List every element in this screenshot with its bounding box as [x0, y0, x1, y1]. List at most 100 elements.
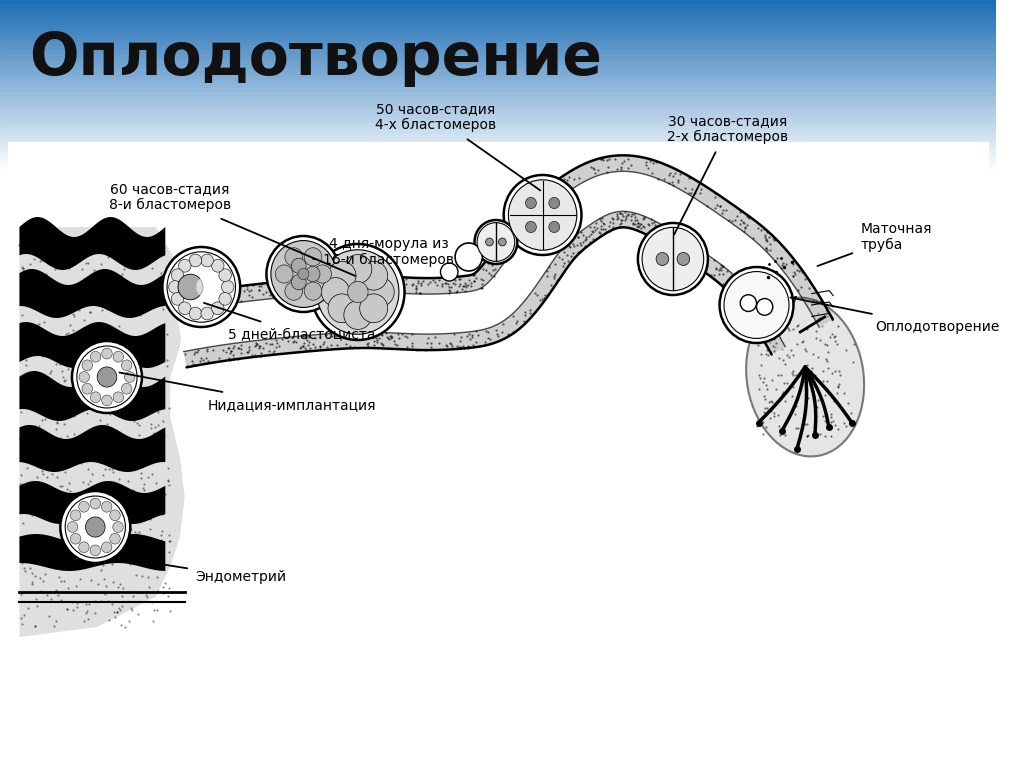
Bar — [0, 245, 995, 249]
Bar — [0, 694, 995, 698]
Circle shape — [68, 522, 78, 532]
Circle shape — [757, 298, 773, 315]
Bar — [0, 395, 995, 399]
Bar — [0, 652, 995, 656]
Bar — [0, 257, 995, 261]
Circle shape — [171, 268, 183, 281]
Bar — [0, 265, 995, 268]
Bar — [0, 50, 995, 54]
Bar — [0, 276, 995, 280]
Bar — [0, 81, 995, 84]
Circle shape — [66, 496, 125, 558]
Bar — [0, 591, 995, 594]
Bar — [0, 353, 995, 357]
Bar — [0, 625, 995, 629]
Bar — [0, 96, 995, 100]
Polygon shape — [183, 212, 785, 367]
Bar — [0, 77, 995, 81]
Circle shape — [197, 276, 218, 298]
Circle shape — [72, 341, 142, 413]
Text: Оплодотворение: Оплодотворение — [791, 298, 999, 334]
Bar — [0, 303, 995, 307]
Bar — [0, 445, 995, 449]
Bar — [0, 683, 995, 686]
Circle shape — [90, 545, 100, 556]
Circle shape — [101, 542, 112, 553]
Bar — [0, 548, 995, 552]
Text: 4 дня-морула из
16-и бластомеров: 4 дня-морула из 16-и бластомеров — [313, 237, 455, 267]
Text: 5 дней-бластоциста: 5 дней-бластоциста — [204, 303, 375, 342]
Bar — [0, 667, 995, 671]
Polygon shape — [19, 425, 165, 472]
Circle shape — [344, 301, 372, 330]
Bar — [0, 541, 995, 545]
Bar — [0, 755, 995, 759]
Bar — [0, 288, 995, 291]
Circle shape — [219, 292, 231, 305]
Circle shape — [298, 268, 309, 280]
Polygon shape — [19, 371, 165, 421]
Circle shape — [169, 281, 181, 294]
Bar — [0, 637, 995, 640]
Circle shape — [304, 248, 322, 266]
Circle shape — [656, 252, 669, 265]
Circle shape — [79, 502, 89, 512]
Bar — [0, 199, 995, 203]
Bar — [0, 92, 995, 96]
Bar — [0, 330, 995, 334]
Circle shape — [167, 252, 236, 322]
Text: Маточная
труба: Маточная труба — [817, 222, 932, 266]
Bar — [0, 161, 995, 165]
Bar — [0, 564, 995, 568]
Bar — [0, 230, 995, 234]
Bar — [0, 130, 995, 134]
Bar — [0, 31, 995, 35]
Bar — [0, 38, 995, 42]
Bar — [0, 107, 995, 111]
Bar — [0, 426, 995, 430]
Circle shape — [90, 499, 100, 509]
Bar — [0, 571, 995, 575]
Bar — [0, 138, 995, 142]
Bar — [0, 514, 995, 518]
Circle shape — [638, 223, 708, 295]
Bar — [0, 740, 995, 744]
Bar — [0, 69, 995, 73]
Bar — [0, 46, 995, 50]
Circle shape — [101, 502, 112, 512]
Text: 30 часов-стадия
2-х бластомеров: 30 часов-стадия 2-х бластомеров — [667, 114, 787, 235]
Bar — [0, 322, 995, 326]
Bar — [0, 307, 995, 311]
Bar — [0, 173, 995, 176]
Bar — [0, 713, 995, 717]
Circle shape — [171, 292, 183, 305]
Circle shape — [212, 259, 224, 272]
Circle shape — [201, 307, 213, 320]
Bar — [0, 153, 995, 157]
Bar — [0, 184, 995, 188]
Bar — [0, 211, 995, 215]
Bar — [0, 207, 995, 211]
Bar — [0, 430, 995, 433]
Bar — [0, 119, 995, 123]
Bar — [0, 360, 995, 364]
Circle shape — [189, 254, 202, 267]
Bar — [0, 272, 995, 276]
Bar — [0, 65, 995, 69]
Bar — [0, 702, 995, 706]
Bar — [0, 384, 995, 387]
Bar — [0, 629, 995, 633]
Circle shape — [474, 220, 517, 264]
Circle shape — [292, 275, 306, 290]
Bar — [0, 261, 995, 265]
Bar — [0, 115, 995, 119]
Bar — [0, 537, 995, 541]
Polygon shape — [19, 481, 165, 524]
Circle shape — [525, 222, 537, 232]
Bar — [0, 295, 995, 299]
Bar — [0, 499, 995, 502]
Polygon shape — [19, 227, 184, 637]
Bar — [0, 249, 995, 253]
Circle shape — [212, 302, 224, 314]
Bar — [0, 15, 995, 19]
